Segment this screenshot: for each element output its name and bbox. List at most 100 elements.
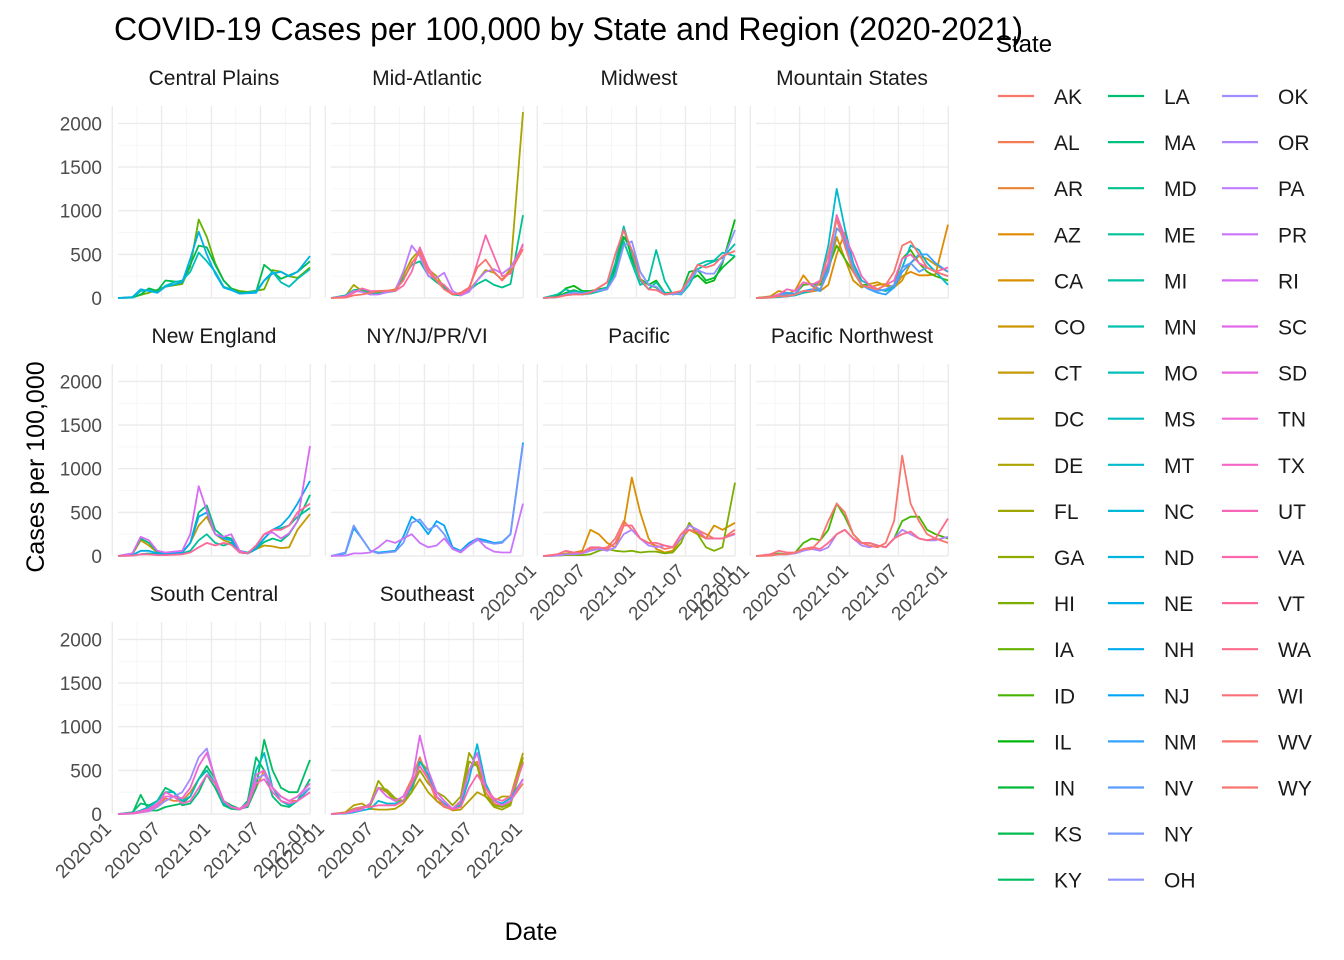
- legend-label: IA: [1054, 639, 1074, 662]
- panel-south-central: South Central05001000150020002020-012020…: [52, 583, 314, 883]
- legend-label: TX: [1278, 455, 1305, 478]
- legend-item-wv: WV: [1222, 731, 1312, 754]
- legend-item-ia: IA: [998, 639, 1074, 662]
- legend-label: GA: [1054, 547, 1084, 570]
- legend-label: KS: [1054, 824, 1082, 847]
- legend-item-ct: CT: [998, 363, 1082, 386]
- legend-item-nv: NV: [1108, 778, 1193, 801]
- legend-label: TN: [1278, 409, 1306, 432]
- y-tick-label: 2000: [60, 630, 102, 651]
- legend-label: IL: [1054, 731, 1072, 754]
- legend-item-va: VA: [1222, 547, 1304, 570]
- legend-label: MN: [1164, 317, 1197, 340]
- x-tick-label: 2022-01: [888, 561, 952, 625]
- legend-label: DE: [1054, 455, 1083, 478]
- legend-item-nc: NC: [1108, 501, 1194, 524]
- series-line-ct: [117, 513, 311, 557]
- series-line-wa: [542, 524, 736, 557]
- panel-new-england: New England 0 500 1000 1500 2000: [60, 325, 311, 568]
- series-line-ne: [117, 230, 311, 299]
- legend-label: VT: [1278, 593, 1305, 616]
- facet-panels: Central Plains 0 500 1000 1500 2000 Mid-Atlant…: [52, 67, 952, 883]
- legend-label: AZ: [1054, 224, 1081, 247]
- facet-label: South Central: [150, 583, 278, 606]
- legend-item-fl: FL: [998, 501, 1079, 524]
- legend-label: WY: [1278, 778, 1312, 801]
- legend-label: CA: [1054, 270, 1083, 293]
- series-line-vt: [117, 502, 311, 557]
- legend-label: MT: [1164, 455, 1194, 478]
- legend-item-md: MD: [1108, 178, 1197, 201]
- y-tick-label: 1500: [60, 416, 102, 437]
- legend-item-sd: SD: [1222, 363, 1307, 386]
- facet-label: Pacific: [608, 325, 670, 348]
- y-tick-label: 2000: [60, 114, 102, 135]
- legend-item-ok: OK: [1222, 86, 1308, 109]
- series-line-va: [330, 234, 524, 299]
- panel-mid-atlantic: Mid-Atlantic: [324, 67, 524, 299]
- legend-label: NC: [1164, 501, 1194, 524]
- legend-item-ga: GA: [998, 547, 1084, 570]
- legend-label: KY: [1054, 870, 1082, 893]
- legend-label: NM: [1164, 731, 1197, 754]
- legend-item-oh: OH: [1108, 870, 1196, 893]
- y-tick-label: 500: [70, 245, 102, 266]
- legend-label: WV: [1278, 731, 1312, 754]
- series-line-ks: [117, 244, 311, 299]
- legend-item-ut: UT: [1222, 501, 1306, 524]
- legend-item-al: AL: [998, 132, 1080, 155]
- legend-label: AR: [1054, 178, 1083, 201]
- legend-label: MO: [1164, 363, 1198, 386]
- y-tick-label: 500: [70, 503, 102, 524]
- y-tick-label: 1000: [60, 718, 102, 739]
- legend-item-co: CO: [998, 317, 1086, 340]
- legend-label: ME: [1164, 224, 1196, 247]
- panel-mountain-states: Mountain States: [749, 67, 949, 299]
- legend-label: WI: [1278, 685, 1304, 708]
- legend-item-me: ME: [1108, 224, 1196, 247]
- series-line-il: [542, 219, 736, 299]
- y-tick-label: 0: [91, 547, 102, 568]
- legend-item-vt: VT: [1222, 593, 1305, 616]
- y-tick-label: 1500: [60, 674, 102, 695]
- legend-item-ks: KS: [998, 824, 1082, 847]
- facet-label: Pacific Northwest: [771, 325, 933, 348]
- legend-label: LA: [1164, 86, 1190, 109]
- series-line-ga: [330, 760, 524, 815]
- legend-item-il: IL: [998, 731, 1072, 754]
- y-tick-label: 1000: [60, 460, 102, 481]
- legend-item-wy: WY: [1222, 778, 1312, 801]
- legend-item-la: LA: [1108, 86, 1190, 109]
- legend-label: SD: [1278, 363, 1307, 386]
- facet-label: Midwest: [600, 67, 677, 90]
- series-line-md: [330, 214, 524, 299]
- legend-item-dc: DC: [998, 409, 1084, 432]
- panel-pacific-northwest: Pacific Northwest2020-012020-072021-0120…: [690, 325, 952, 625]
- chart-title: COVID-19 Cases per 100,000 by State and …: [114, 11, 1023, 47]
- legend-label: NE: [1164, 593, 1193, 616]
- legend-item-pr: PR: [1222, 224, 1307, 247]
- legend-item-mi: MI: [1108, 270, 1187, 293]
- legend-label: MA: [1164, 132, 1196, 155]
- panel-southeast: Southeast2020-012020-072021-012021-07202…: [265, 583, 527, 883]
- y-axis-title: Cases per 100,000: [22, 361, 50, 572]
- series-line-nc: [330, 743, 524, 815]
- legend-item-or: OR: [1222, 132, 1310, 155]
- y-tick-label: 0: [91, 289, 102, 310]
- legend-item-in: IN: [998, 778, 1075, 801]
- series-line-ny: [330, 444, 524, 557]
- panel-pacific: Pacific2020-012020-072021-012021-072022-…: [477, 325, 739, 625]
- series-line-wv: [330, 248, 524, 299]
- legend-item-de: DE: [998, 455, 1083, 478]
- series-line-wy: [755, 218, 949, 299]
- legend-item-wi: WI: [1222, 685, 1304, 708]
- legend-item-ca: CA: [998, 270, 1083, 293]
- legend-item-hi: HI: [998, 593, 1075, 616]
- y-tick-label: 1000: [60, 202, 102, 223]
- facet-label: New England: [152, 325, 277, 348]
- legend-label: VA: [1278, 547, 1304, 570]
- legend-label: AL: [1054, 132, 1080, 155]
- y-tick-label: 0: [91, 805, 102, 826]
- legend-label: MS: [1164, 409, 1196, 432]
- legend-label: OH: [1164, 870, 1196, 893]
